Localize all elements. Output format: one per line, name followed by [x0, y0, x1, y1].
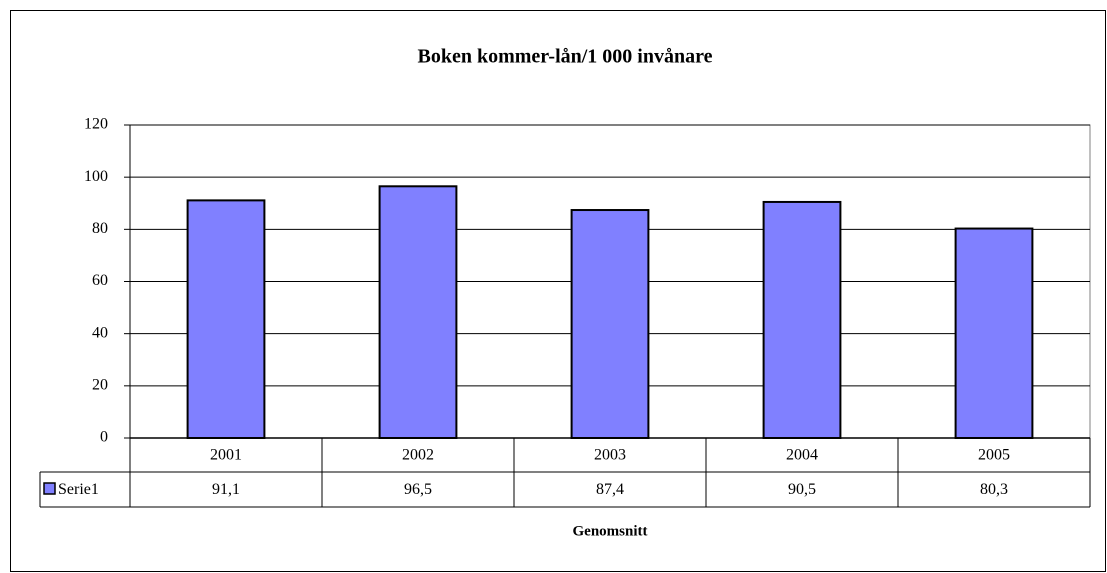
- y-tick-label: 40: [92, 324, 108, 341]
- x-axis-title: Genomsnitt: [573, 523, 648, 539]
- bar: [378, 185, 458, 439]
- bar: [762, 200, 842, 439]
- legend-label: Serie1: [58, 481, 99, 498]
- x-tick-label: 2003: [594, 447, 626, 464]
- y-tick-label: 120: [84, 116, 108, 133]
- y-tick-label: 20: [92, 377, 108, 394]
- bar: [570, 209, 650, 439]
- chart-title: Boken kommer-lån/1 000 invånare: [417, 46, 712, 68]
- bar: [954, 227, 1034, 439]
- bar: [186, 199, 266, 439]
- x-tick-label: 2004: [786, 447, 818, 464]
- data-table-value: 80,3: [980, 481, 1008, 498]
- x-tick-label: 2005: [978, 447, 1010, 464]
- legend-swatch: [43, 482, 56, 495]
- y-tick-label: 80: [92, 220, 108, 237]
- y-tick-label: 0: [100, 429, 108, 446]
- y-tick-label: 100: [84, 168, 108, 185]
- y-tick-label: 60: [92, 272, 108, 289]
- data-table-value: 87,4: [596, 481, 624, 498]
- x-tick-label: 2002: [402, 447, 434, 464]
- data-table-value: 91,1: [212, 481, 240, 498]
- data-table-value: 90,5: [788, 481, 816, 498]
- x-tick-label: 2001: [210, 447, 242, 464]
- data-table-value: 96,5: [404, 481, 432, 498]
